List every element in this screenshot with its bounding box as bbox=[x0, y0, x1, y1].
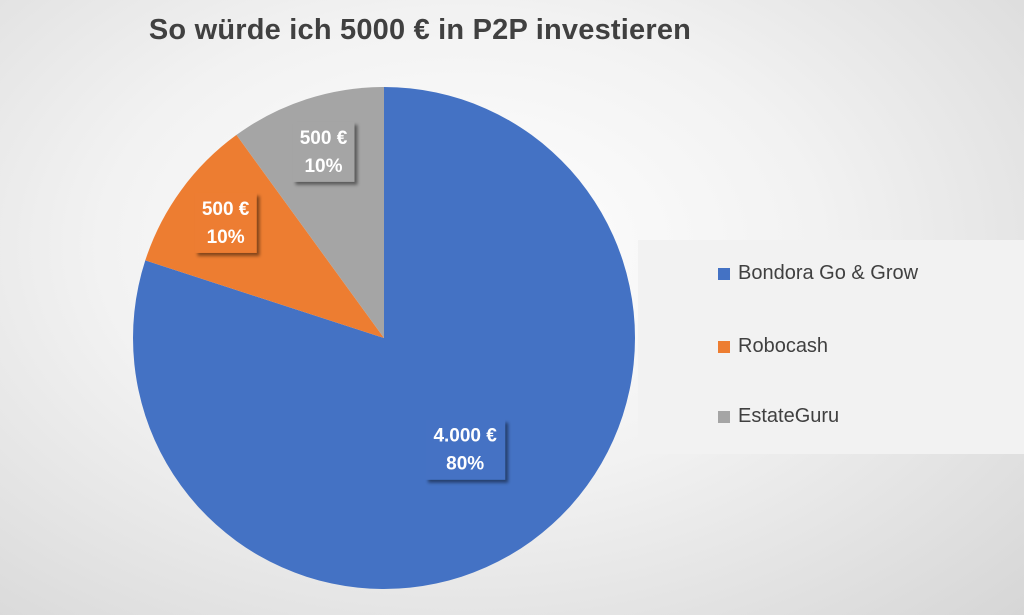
data-label-box bbox=[425, 419, 506, 480]
legend-swatch-estateguru bbox=[718, 410, 730, 423]
legend-label-robocash: Robocash bbox=[738, 335, 829, 357]
data-label-percent: 10% bbox=[304, 156, 342, 177]
chart-title: So würde ich 5000 € in P2P investieren bbox=[148, 14, 692, 46]
slice-bondora bbox=[133, 87, 636, 590]
data-label-estateguru: 500 € 10% bbox=[292, 121, 355, 182]
legend-item-estateguru: EstateGuru bbox=[718, 405, 839, 428]
data-label-value: 500 € bbox=[202, 199, 250, 220]
data-label-value: 500 € bbox=[300, 128, 348, 149]
slice-robocash bbox=[145, 134, 384, 338]
data-label-box bbox=[292, 121, 355, 182]
data-label-robocash: 500 € 10% bbox=[194, 192, 257, 253]
data-label-box bbox=[194, 192, 257, 253]
legend-swatch-bondora bbox=[718, 267, 730, 280]
legend-swatch-robocash bbox=[718, 340, 730, 353]
legend-item-bondora: Bondora Go & Grow bbox=[718, 262, 918, 285]
legend-label-estateguru: EstateGuru bbox=[738, 405, 840, 427]
data-label-bondora: 4.000 € 80% bbox=[425, 419, 506, 480]
legend-item-robocash: Robocash bbox=[718, 335, 828, 358]
data-label-value: 4.000 € bbox=[433, 426, 497, 447]
legend: Bondora Go & Grow Robocash EstateGuru bbox=[638, 240, 1024, 454]
data-label-percent: 80% bbox=[446, 454, 484, 475]
data-label-percent: 10% bbox=[207, 227, 245, 248]
legend-label-bondora: Bondora Go & Grow bbox=[738, 262, 919, 284]
